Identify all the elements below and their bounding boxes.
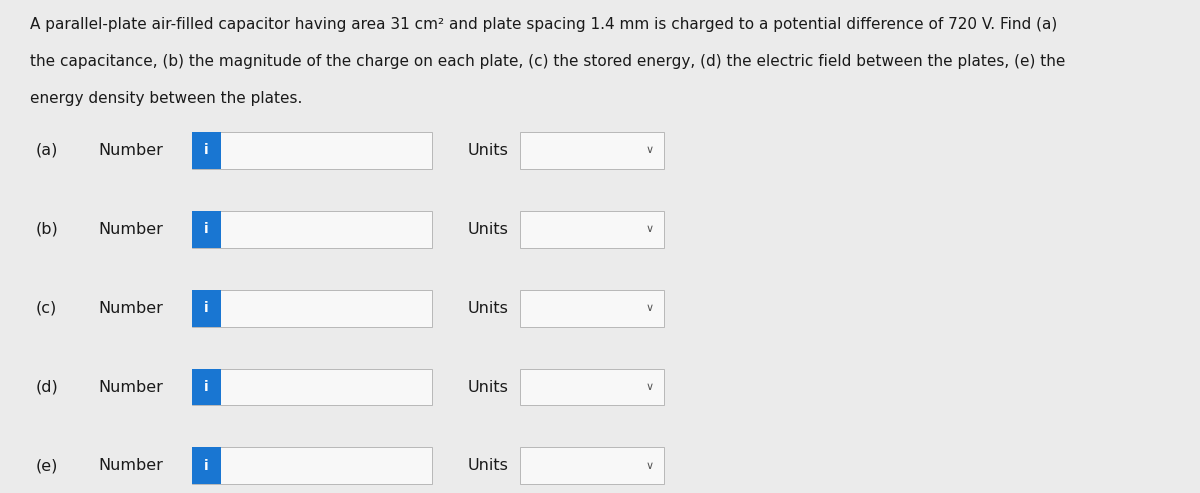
FancyBboxPatch shape: [192, 211, 221, 247]
Text: (b): (b): [36, 222, 59, 237]
Text: A parallel-plate air-filled capacitor having area 31 cm² and plate spacing 1.4 m: A parallel-plate air-filled capacitor ha…: [30, 17, 1057, 32]
FancyBboxPatch shape: [192, 132, 221, 169]
Text: i: i: [204, 380, 209, 394]
Text: i: i: [204, 222, 209, 236]
Text: (e): (e): [36, 458, 59, 473]
FancyBboxPatch shape: [520, 448, 664, 484]
FancyBboxPatch shape: [520, 289, 664, 326]
FancyBboxPatch shape: [192, 448, 432, 484]
FancyBboxPatch shape: [192, 132, 432, 169]
Text: Number: Number: [98, 380, 163, 394]
Text: Units: Units: [468, 222, 509, 237]
Text: the capacitance, (b) the magnitude of the charge on each plate, (c) the stored e: the capacitance, (b) the magnitude of th…: [30, 54, 1066, 69]
Text: i: i: [204, 459, 209, 473]
Text: Units: Units: [468, 143, 509, 158]
FancyBboxPatch shape: [192, 448, 221, 484]
Text: ∨: ∨: [646, 145, 653, 155]
FancyBboxPatch shape: [192, 289, 221, 326]
Text: Number: Number: [98, 222, 163, 237]
Text: Number: Number: [98, 143, 163, 158]
Text: ∨: ∨: [646, 461, 653, 471]
FancyBboxPatch shape: [520, 369, 664, 405]
Text: (d): (d): [36, 380, 59, 394]
Text: ∨: ∨: [646, 303, 653, 313]
FancyBboxPatch shape: [520, 132, 664, 169]
Text: (c): (c): [36, 301, 58, 316]
Text: Number: Number: [98, 301, 163, 316]
Text: Units: Units: [468, 380, 509, 394]
Text: (a): (a): [36, 143, 59, 158]
Text: i: i: [204, 143, 209, 157]
Text: Units: Units: [468, 301, 509, 316]
Text: ∨: ∨: [646, 224, 653, 234]
Text: Units: Units: [468, 458, 509, 473]
Text: i: i: [204, 301, 209, 315]
FancyBboxPatch shape: [192, 369, 221, 405]
Text: Number: Number: [98, 458, 163, 473]
Text: energy density between the plates.: energy density between the plates.: [30, 91, 302, 106]
FancyBboxPatch shape: [192, 289, 432, 326]
FancyBboxPatch shape: [192, 369, 432, 405]
FancyBboxPatch shape: [520, 211, 664, 247]
FancyBboxPatch shape: [192, 211, 432, 247]
Text: ∨: ∨: [646, 382, 653, 392]
